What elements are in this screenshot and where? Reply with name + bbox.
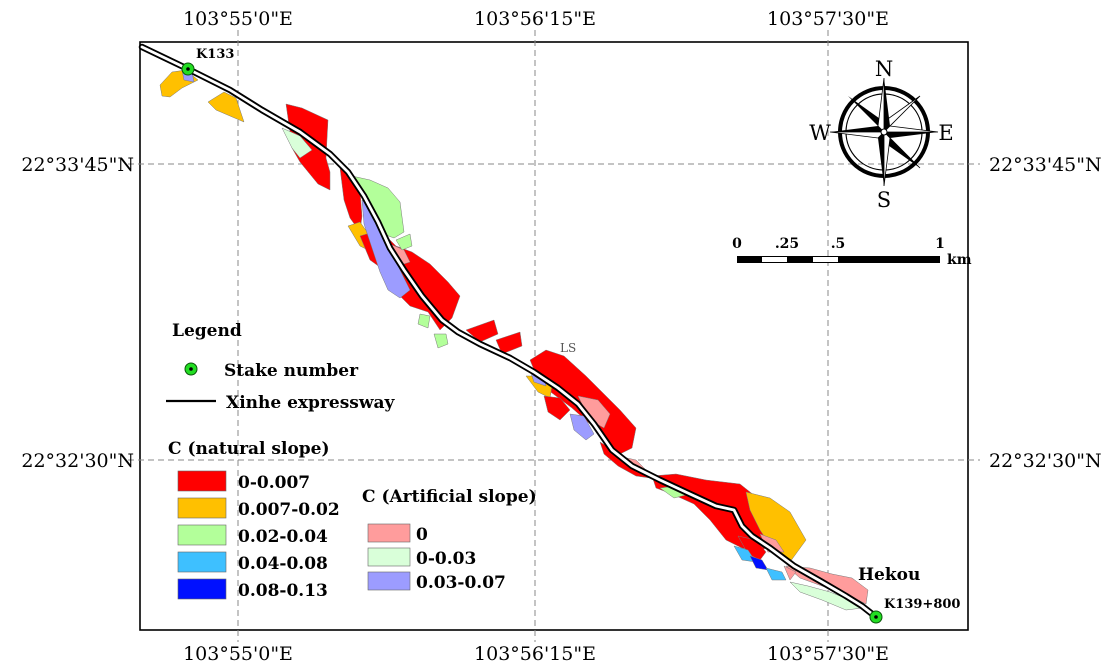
natural-slope-polygon	[495, 331, 523, 355]
legend-natural-label: 0.007-0.02	[238, 500, 340, 520]
legend-artificial-title: C (Artificial slope)	[362, 487, 537, 507]
left-latitude-label: 22°32'30"N	[21, 450, 134, 472]
town-label: Hekou	[858, 565, 920, 585]
compass-south-label: S	[877, 188, 891, 212]
artificial-slope-polygon	[783, 565, 797, 581]
map-frame	[139, 41, 969, 631]
bottom-longitude-label: 103°56'15"E	[474, 643, 596, 665]
right-latitude-label: 22°33'45"N	[989, 154, 1102, 176]
stake-marker-end	[869, 610, 883, 624]
legend-natural-title: C (natural slope)	[168, 439, 330, 459]
natural-slope-polygon	[433, 333, 449, 349]
area-code-label: LS	[560, 341, 576, 355]
end-stake-label: K139+800	[884, 597, 960, 612]
natural-slope-polygon	[207, 91, 245, 123]
legend-natural-label: 0.08-0.13	[238, 581, 328, 601]
scale-tick-label: 0	[732, 236, 742, 252]
legend-artificial-swatch	[367, 547, 411, 567]
legend-artificial-label: 0.03-0.07	[416, 573, 506, 593]
natural-slope-polygon	[395, 233, 413, 251]
legend-natural-label: 0-0.007	[238, 473, 310, 493]
right-latitude-label: 22°32'30"N	[989, 450, 1102, 472]
legend-natural-label: 0.04-0.08	[238, 554, 328, 574]
compass-north-label: N	[875, 57, 893, 81]
compass-east-label: E	[938, 121, 953, 145]
legend-artificial-label: 0-0.03	[416, 549, 476, 569]
slope-polygons	[159, 69, 869, 611]
compass-west-label: W	[809, 121, 831, 145]
scale-tick-label: .25	[775, 236, 799, 252]
legend-natural-swatch	[177, 497, 227, 519]
legend-natural-swatch	[177, 524, 227, 546]
bottom-longitude-label: 103°55'0"E	[183, 643, 293, 665]
top-longitude-label: 103°56'15"E	[474, 8, 596, 30]
legend-natural-swatch	[177, 470, 227, 492]
natural-slope-polygon	[543, 395, 571, 421]
scale-tick-label: 1	[935, 236, 945, 252]
legend-artificial-swatch	[367, 571, 411, 591]
legend-natural-swatch	[177, 578, 227, 600]
natural-slope-polygon	[417, 313, 431, 329]
scale-tick-label: .5	[831, 236, 846, 252]
left-latitude-label: 22°33'45"N	[21, 154, 134, 176]
legend-stake-label: Stake number	[224, 361, 359, 381]
legend-title: Legend	[172, 321, 242, 341]
compass-rose-icon	[829, 77, 939, 187]
graticule	[128, 30, 980, 642]
scale-bar	[737, 256, 940, 263]
legend-road-label: Xinhe expressway	[226, 393, 396, 413]
top-longitude-label: 103°57'30"E	[767, 8, 889, 30]
legend-stake-symbol	[184, 362, 198, 376]
expressway-fill	[140, 45, 878, 619]
natural-slope-polygon	[765, 567, 787, 581]
legend-artificial-swatch	[367, 523, 411, 543]
stake-marker-start	[181, 62, 195, 76]
xinhe-expressway	[138, 43, 880, 621]
top-longitude-label: 103°55'0"E	[183, 8, 293, 30]
legend-natural-label: 0.02-0.04	[238, 527, 328, 547]
legend: Legend Stake number Xinhe expressway C (…	[166, 321, 537, 601]
artificial-slope-polygon	[569, 413, 595, 441]
legend-artificial-label: 0	[416, 525, 428, 545]
legend-natural-swatch	[177, 551, 227, 573]
scale-unit-label: km	[947, 252, 972, 268]
bottom-longitude-label: 103°57'30"E	[767, 643, 889, 665]
natural-slope-polygon	[281, 127, 313, 159]
start-stake-label: K133	[196, 47, 234, 62]
